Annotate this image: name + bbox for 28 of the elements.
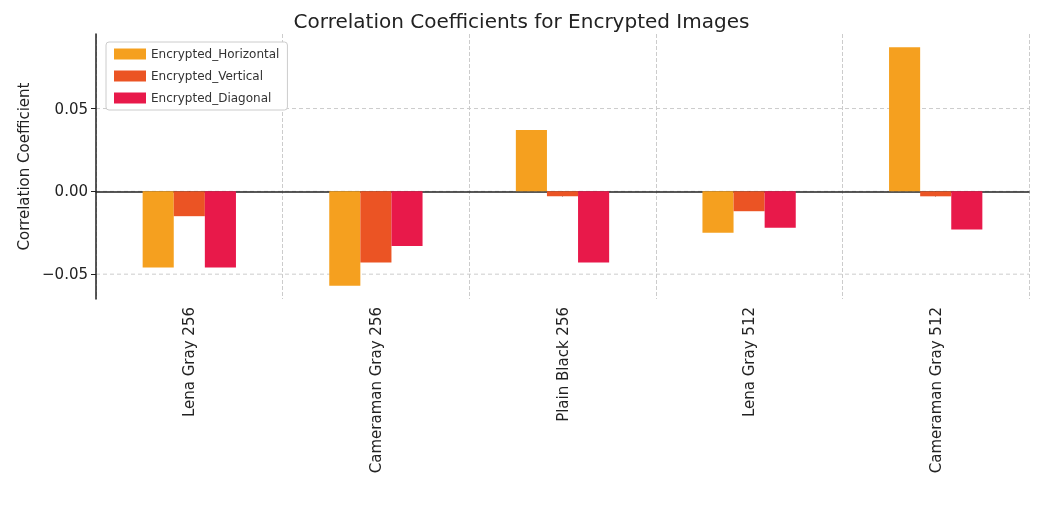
legend-label: Encrypted_Horizontal <box>151 47 280 61</box>
x-tick-label: Cameraman Gray 256 <box>366 307 385 474</box>
y-axis-title: Correlation Coefficient <box>14 82 33 251</box>
bar <box>733 191 765 212</box>
chart-title: Correlation Coefficients for Encrypted Images <box>293 9 750 33</box>
y-tick-label: 0.00 <box>54 182 88 201</box>
x-tick-label: Cameraman Gray 512 <box>926 307 945 474</box>
bar <box>702 191 734 233</box>
legend-label: Encrypted_Vertical <box>151 69 264 83</box>
bar <box>515 130 547 192</box>
bar <box>204 191 236 268</box>
bar <box>951 191 983 230</box>
bar <box>920 191 952 197</box>
x-tick-label: Plain Black 256 <box>553 307 572 422</box>
bar <box>546 191 579 197</box>
bar <box>173 191 205 217</box>
bar <box>391 191 423 246</box>
bar <box>889 47 921 192</box>
y-tick-label: −0.05 <box>42 265 88 284</box>
legend-label: Encrypted_Diagonal <box>151 91 272 105</box>
bar <box>764 191 796 228</box>
bar <box>578 191 610 263</box>
x-tick-label: Lena Gray 512 <box>740 307 759 418</box>
x-tick-label: Lena Gray 256 <box>180 307 199 418</box>
bar <box>329 191 361 286</box>
bar <box>142 191 174 268</box>
bar <box>360 191 392 263</box>
y-tick-label: 0.05 <box>54 99 88 118</box>
